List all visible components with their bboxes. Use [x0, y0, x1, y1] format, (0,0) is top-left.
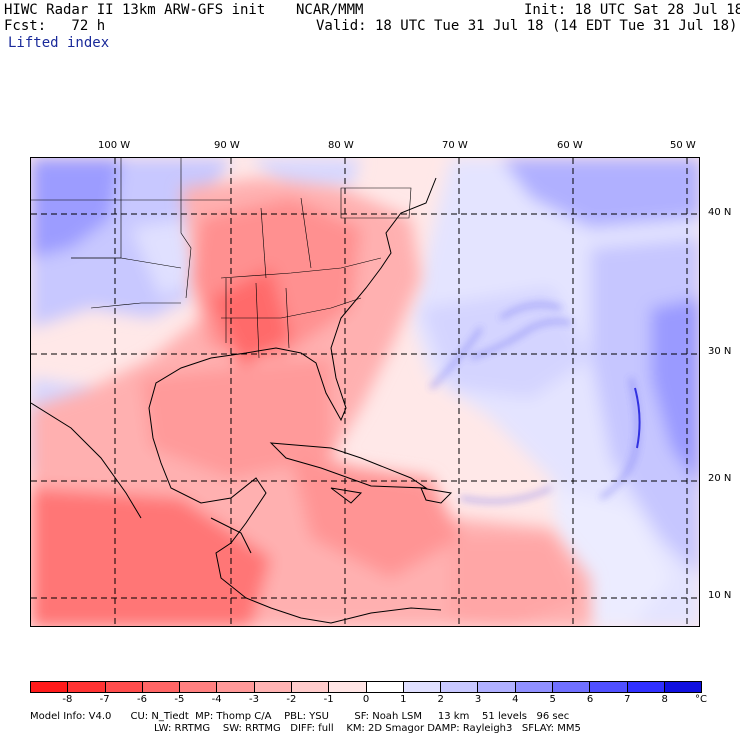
- colorbar-swatch: [366, 682, 404, 692]
- organization-label: NCAR/MMM: [296, 2, 364, 18]
- colorbar-tick-label: -6: [137, 694, 147, 705]
- colorbar-swatch: [31, 682, 69, 692]
- colorbar-swatch: [515, 682, 553, 692]
- lat-label-40n: 40 N: [708, 207, 732, 218]
- colorbar-tick-label: -8: [62, 694, 73, 705]
- colorbar-tick-label: 8: [661, 694, 668, 705]
- lon-label-90w: 90 W: [214, 140, 240, 151]
- political-borders: [31, 158, 412, 359]
- colorbar-tick-label: -3: [249, 694, 259, 705]
- init-time: Init: 18 UTC Sat 28 Jul 18: [524, 2, 740, 18]
- colorbar-swatch: [291, 682, 330, 692]
- colorbar-tick-label: -2: [286, 694, 297, 705]
- stable-streaks: [430, 303, 639, 503]
- colorbar-tick-label: 6: [586, 694, 594, 705]
- stable-streak-core: [634, 387, 641, 449]
- model-info-line1: Model Info: V4.0 CU: N_Tiedt MP: Thomp C…: [30, 711, 570, 722]
- colorbar-tick-label: 4: [512, 694, 519, 705]
- colorbar-swatch: [217, 682, 255, 692]
- model-title: HIWC Radar II 13km ARW-GFS init: [4, 2, 266, 18]
- lat-label-10n: 10 N: [708, 590, 732, 601]
- colorbar-unit: °C: [695, 694, 707, 705]
- colorbar-tick-label: 5: [549, 694, 556, 705]
- map-canvas: [31, 158, 699, 626]
- colorbar-tick-label: -7: [99, 694, 110, 705]
- colorbar-tick-label: 3: [474, 694, 482, 705]
- colorbar: [30, 681, 702, 693]
- latlon-grid: [31, 158, 699, 626]
- colorbar-tick-label: 2: [437, 694, 444, 705]
- colorbar-swatch: [627, 682, 665, 692]
- field-name: Lifted index: [8, 35, 110, 51]
- unstable-region-red: [31, 178, 591, 626]
- colorbar-swatch: [441, 682, 479, 692]
- colorbar-swatch: [329, 682, 367, 692]
- colorbar-swatch: [590, 682, 628, 692]
- colorbar-tick-label: 1: [400, 694, 407, 705]
- lat-label-20n: 20 N: [708, 473, 732, 484]
- lon-label-70w: 70 W: [442, 140, 468, 151]
- stable-region-atlantic: [411, 158, 699, 626]
- colorbar-swatch: [105, 682, 143, 692]
- colorbar-swatch: [68, 682, 106, 692]
- colorbar-swatch: [478, 682, 516, 692]
- colorbar-tick-label: 7: [624, 694, 631, 705]
- colorbar-swatch: [142, 682, 181, 692]
- lifted-index-map: [30, 157, 700, 627]
- forecast-hour: Fcst: 72 h: [4, 18, 106, 34]
- colorbar-swatch: [254, 682, 292, 692]
- coastlines: [31, 177, 453, 624]
- colorbar-swatch: [664, 682, 702, 692]
- colorbar-swatch: [403, 682, 442, 692]
- lon-label-80w: 80 W: [328, 140, 354, 151]
- lon-label-50w: 50 W: [670, 140, 696, 151]
- colorbar-tick-label: -4: [211, 694, 222, 705]
- colorbar-swatch: [552, 682, 591, 692]
- model-info-line2: LW: RRTMG SW: RRTMG DIFF: full KM: 2D Sm…: [154, 723, 581, 734]
- lat-label-30n: 30 N: [708, 346, 732, 357]
- colorbar-tick-label: -1: [323, 694, 334, 705]
- lon-label-100w: 100 W: [98, 140, 131, 151]
- valid-time: Valid: 18 UTC Tue 31 Jul 18 (14 EDT Tue …: [316, 18, 738, 34]
- colorbar-swatch: [180, 682, 218, 692]
- colorbar-tick-label: -5: [174, 694, 185, 705]
- lon-label-60w: 60 W: [557, 140, 583, 151]
- colorbar-tick-label: 0: [362, 694, 370, 705]
